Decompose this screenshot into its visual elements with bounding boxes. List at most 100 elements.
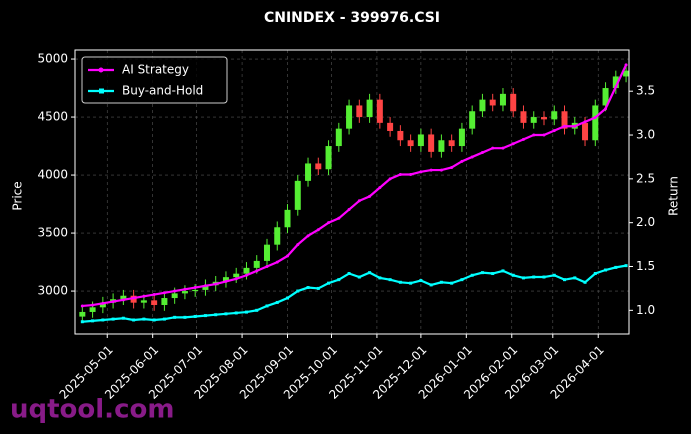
line-marker bbox=[316, 286, 320, 290]
line-marker bbox=[162, 291, 166, 295]
y2-tick-label: 1.5 bbox=[636, 259, 655, 273]
line-marker bbox=[614, 265, 618, 269]
line-marker bbox=[357, 275, 361, 279]
candle-body bbox=[151, 300, 158, 305]
line-marker bbox=[378, 186, 382, 190]
candle-body bbox=[202, 285, 209, 290]
line-marker bbox=[624, 264, 628, 268]
legend-label: Buy-and-Hold bbox=[122, 84, 203, 98]
line-marker bbox=[234, 277, 238, 281]
candle-body bbox=[561, 111, 568, 129]
line-marker bbox=[470, 155, 474, 159]
line-marker bbox=[255, 269, 259, 273]
line-marker bbox=[573, 124, 577, 128]
line-marker bbox=[450, 165, 454, 169]
line-marker bbox=[162, 317, 166, 321]
candle-body bbox=[551, 111, 558, 120]
line-marker bbox=[91, 319, 95, 323]
chart-title: CNINDEX - 399976.CSI bbox=[264, 10, 440, 26]
line-marker bbox=[563, 124, 567, 128]
line-marker bbox=[583, 280, 587, 284]
candle-body bbox=[263, 244, 270, 261]
legend-marker bbox=[98, 67, 104, 73]
line-marker bbox=[234, 311, 238, 315]
line-marker bbox=[286, 296, 290, 300]
candle-body bbox=[140, 300, 147, 303]
line-marker bbox=[132, 296, 136, 300]
plot-frame bbox=[74, 49, 630, 335]
line-marker bbox=[327, 221, 331, 225]
line-marker bbox=[142, 317, 146, 321]
line-series bbox=[82, 64, 628, 308]
line-marker bbox=[173, 315, 177, 319]
candle-body bbox=[376, 99, 383, 123]
y-tick-label: 3000 bbox=[37, 284, 68, 298]
line-marker bbox=[593, 272, 597, 276]
line-marker bbox=[573, 276, 577, 280]
line-marker bbox=[203, 284, 207, 288]
candle-body bbox=[397, 130, 404, 141]
line-marker bbox=[593, 115, 597, 119]
legend-box bbox=[81, 56, 228, 104]
line-marker bbox=[193, 286, 197, 290]
line-marker bbox=[347, 272, 351, 276]
line-marker bbox=[439, 280, 443, 284]
candle-body bbox=[222, 277, 229, 282]
candle-body bbox=[612, 76, 619, 89]
candle-body bbox=[161, 298, 168, 305]
line-marker bbox=[480, 151, 484, 155]
y-tick-label: 3500 bbox=[37, 226, 68, 240]
candle-body bbox=[366, 99, 373, 118]
candle-body bbox=[469, 111, 476, 129]
candle-body bbox=[510, 93, 517, 112]
line-marker bbox=[101, 318, 105, 322]
line-marker bbox=[337, 278, 341, 282]
candle-body bbox=[253, 260, 260, 268]
line-marker bbox=[224, 312, 228, 316]
line-marker bbox=[357, 199, 361, 203]
watermark: uqtool.com bbox=[10, 395, 174, 425]
candle-body bbox=[407, 140, 414, 147]
line-marker bbox=[470, 273, 474, 277]
line-marker bbox=[604, 268, 608, 272]
line-marker bbox=[316, 228, 320, 232]
legend-marker bbox=[99, 88, 104, 94]
line-marker bbox=[552, 129, 556, 133]
line-marker bbox=[511, 273, 515, 277]
candle-body bbox=[192, 289, 199, 292]
line-marker bbox=[132, 318, 136, 322]
candle-body bbox=[274, 227, 281, 245]
candle-body bbox=[530, 117, 537, 123]
y-tick-label: 4000 bbox=[37, 168, 68, 182]
y2-tick-label: 2.0 bbox=[636, 215, 655, 229]
line-marker bbox=[142, 294, 146, 298]
line-marker bbox=[521, 276, 525, 280]
line-marker bbox=[460, 159, 464, 163]
line-marker bbox=[368, 271, 372, 275]
candle-body bbox=[438, 140, 445, 152]
candle-body bbox=[458, 128, 465, 147]
candle-body bbox=[582, 122, 589, 141]
line-marker bbox=[286, 254, 290, 258]
line-marker bbox=[347, 208, 351, 212]
y2-tick-label: 1.0 bbox=[636, 303, 655, 317]
candle-body bbox=[171, 293, 178, 299]
line-marker bbox=[224, 279, 228, 283]
candle-body bbox=[602, 88, 609, 106]
line-marker bbox=[429, 283, 433, 287]
candle-body bbox=[315, 163, 322, 170]
line-marker bbox=[552, 273, 556, 277]
y-tick-label: 5000 bbox=[37, 52, 68, 66]
line-marker bbox=[327, 281, 331, 285]
y2-tick-label: 3.0 bbox=[636, 128, 655, 142]
candle-body bbox=[346, 105, 353, 129]
line-marker bbox=[121, 298, 125, 302]
candle-body bbox=[520, 111, 527, 123]
line-marker bbox=[563, 278, 567, 282]
y-axis-label: Price bbox=[11, 181, 25, 210]
line-marker bbox=[542, 275, 546, 279]
line-marker bbox=[409, 281, 413, 285]
candle-body bbox=[592, 105, 599, 141]
line-marker bbox=[614, 85, 618, 89]
